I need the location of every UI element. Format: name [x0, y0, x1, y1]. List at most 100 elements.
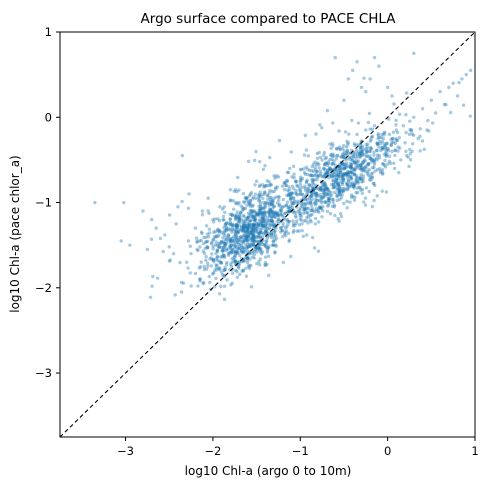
scatter-point — [220, 273, 225, 277]
scatter-point — [376, 133, 380, 138]
scatter-point — [361, 160, 365, 164]
scatter-point — [355, 152, 359, 156]
scatter-point — [222, 284, 227, 288]
scatter-point — [173, 293, 177, 297]
scatter-point — [411, 142, 415, 146]
scatter-point — [258, 257, 262, 261]
scatter-point — [334, 170, 338, 175]
scatter-point — [222, 273, 227, 278]
plot-frame — [59, 31, 476, 438]
scatter-point — [320, 126, 324, 130]
scatter-point — [328, 167, 333, 172]
scatter-point — [338, 193, 343, 197]
scatter-point — [180, 153, 185, 158]
scatter-point — [356, 165, 360, 169]
scatter-point — [327, 196, 331, 200]
scatter-point — [350, 118, 354, 123]
scatter-point — [198, 277, 202, 281]
scatter-point — [214, 257, 219, 261]
scatter-point — [341, 143, 346, 148]
scatter-point — [251, 234, 256, 239]
scatter-point — [228, 220, 233, 225]
scatter-point — [249, 242, 253, 247]
scatter-point — [293, 223, 297, 228]
scatter-point — [353, 160, 357, 165]
scatter-point — [272, 236, 277, 240]
scatter-point — [350, 170, 354, 175]
scatter-point — [333, 181, 338, 185]
scatter-point — [249, 285, 254, 289]
scatter-point — [420, 107, 425, 111]
scatter-point — [338, 212, 343, 216]
scatter-point — [246, 234, 251, 238]
scatter-point — [339, 166, 343, 170]
scatter-point — [361, 174, 366, 178]
scatter-point — [357, 151, 362, 156]
scatter-point — [287, 192, 292, 196]
scatter-point — [287, 238, 292, 242]
scatter-point — [308, 218, 312, 222]
scatter-point — [269, 232, 274, 236]
scatter-point — [235, 250, 240, 254]
scatter-point — [314, 194, 318, 198]
scatter-point — [385, 152, 389, 157]
scatter-point — [364, 154, 369, 159]
scatter-point — [251, 215, 256, 219]
scatter-point — [444, 102, 448, 107]
scatter-point — [272, 210, 277, 215]
scatter-point — [232, 227, 237, 232]
scatter-point — [373, 169, 377, 173]
scatter-point — [244, 225, 249, 230]
scatter-point — [267, 203, 272, 208]
scatter-point — [353, 154, 358, 158]
scatter-point — [238, 242, 243, 247]
scatter-point — [245, 237, 250, 242]
scatter-point — [412, 51, 416, 56]
scatter-point — [344, 181, 349, 185]
scatter-point — [243, 230, 248, 234]
scatter-point — [194, 236, 199, 240]
scatter-point — [457, 80, 461, 85]
scatter-point — [206, 264, 210, 268]
scatter-point — [256, 234, 260, 238]
scatter-point — [384, 151, 388, 155]
scatter-point — [352, 184, 356, 189]
scatter-point — [304, 165, 308, 169]
scatter-point — [228, 262, 233, 266]
scatter-point — [265, 227, 269, 231]
scatter-point — [355, 142, 360, 147]
scatter-point — [260, 210, 264, 214]
scatter-point — [244, 196, 249, 200]
scatter-point — [358, 143, 362, 147]
scatter-point — [215, 268, 219, 272]
scatter-point — [264, 183, 268, 188]
scatter-point — [245, 256, 249, 260]
scatter-point — [299, 177, 303, 182]
scatter-point — [211, 258, 215, 263]
scatter-point — [230, 227, 234, 231]
scatter-point — [234, 215, 238, 219]
scatter-point — [275, 236, 279, 240]
scatter-point — [252, 158, 257, 163]
scatter-point — [268, 208, 273, 213]
scatter-point — [268, 200, 272, 204]
scatter-point — [198, 279, 202, 283]
scatter-point — [338, 170, 343, 175]
scatter-point — [241, 225, 246, 229]
scatter-point — [372, 150, 376, 154]
scatter-point — [305, 206, 309, 210]
scatter-point — [289, 195, 293, 199]
scatter-point — [271, 200, 275, 205]
scatter-point — [389, 143, 393, 147]
scatter-point — [234, 237, 239, 241]
scatter-point — [227, 228, 231, 232]
scatter-point — [233, 229, 238, 233]
scatter-point — [351, 152, 355, 156]
scatter-point — [366, 162, 370, 166]
scatter-point — [151, 274, 155, 279]
scatter-point — [245, 228, 250, 232]
scatter-point — [232, 242, 236, 247]
scatter-point — [241, 229, 245, 233]
scatter-point — [298, 208, 302, 212]
scatter-point — [276, 218, 281, 222]
